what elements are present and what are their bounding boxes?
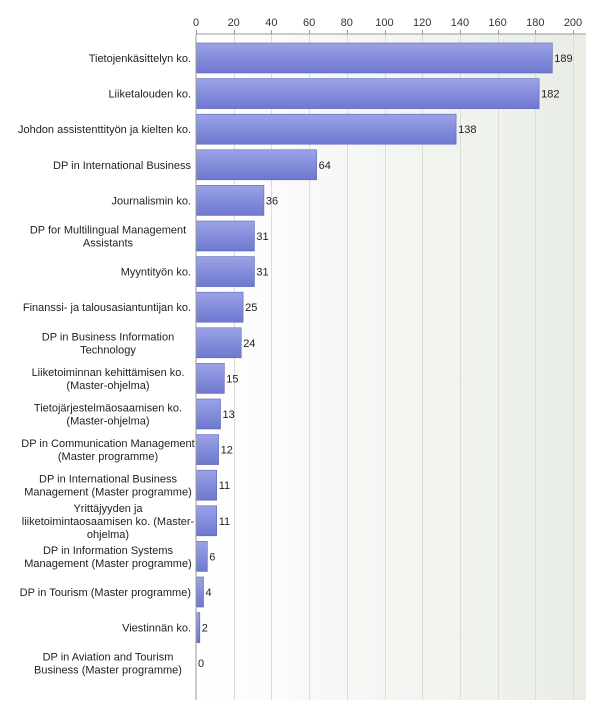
value-label: 182 xyxy=(541,89,559,101)
value-label: 13 xyxy=(223,409,235,421)
value-label: 31 xyxy=(256,267,268,279)
value-label: 31 xyxy=(256,231,268,243)
x-tick-label: 160 xyxy=(488,17,506,29)
value-label: 11 xyxy=(219,516,230,528)
bar xyxy=(195,256,255,287)
category-label: Finanssi- ja talousasiantuntijan ko. xyxy=(23,302,191,314)
bar xyxy=(195,149,317,181)
category-label: Tietojärjestelmäosaamisen ko. (Master-ohj… xyxy=(34,403,182,428)
bar xyxy=(195,541,208,572)
bar xyxy=(195,185,265,216)
category-label: Liiketoiminnan kehittämisen ko. (Master-o… xyxy=(32,367,185,392)
bars xyxy=(195,42,553,643)
x-tick-label: 0 xyxy=(193,17,199,29)
category-label: DP for Multilingual Management Assistants xyxy=(30,225,186,250)
value-label: 15 xyxy=(226,373,238,385)
bar xyxy=(195,505,218,537)
category-label: DP in Communication Management (Master pr… xyxy=(21,438,194,463)
bar xyxy=(195,113,457,145)
x-tick-label: 20 xyxy=(228,17,240,29)
x-tick-label: 200 xyxy=(564,17,582,29)
category-label: DP in Information Systems Management (Mas… xyxy=(24,545,192,570)
grid-lines xyxy=(234,34,574,700)
bar xyxy=(195,469,218,501)
bar xyxy=(195,327,242,359)
x-tick-label: 140 xyxy=(451,17,469,29)
value-label: 4 xyxy=(206,587,212,599)
category-label: Johdon assistenttityön ja kielten ko. xyxy=(18,124,191,136)
bar xyxy=(195,434,219,465)
bar xyxy=(195,42,553,74)
x-tick-label: 180 xyxy=(526,17,544,29)
x-axis-ticks: 0 20 40 60 80 100 120 140 160 180 200 xyxy=(193,17,582,34)
value-label: 0 xyxy=(198,658,204,670)
category-label: Myyntityön ko. xyxy=(121,267,191,279)
value-label: 64 xyxy=(319,160,331,172)
value-label: 189 xyxy=(554,53,572,65)
category-label: DP in International Business Management (… xyxy=(24,474,192,499)
category-label: DP in Business Information Technology xyxy=(42,331,174,356)
bar xyxy=(195,612,201,643)
category-label: Journalismin ko. xyxy=(112,195,191,207)
bar xyxy=(195,78,540,109)
category-label: DP in Aviation and Tourism Business (Mast… xyxy=(34,652,182,677)
x-tick-label: 80 xyxy=(341,17,353,29)
bar xyxy=(195,576,204,608)
bar xyxy=(195,398,221,430)
value-label: 11 xyxy=(219,480,230,492)
category-label: Tietojenkäsittelyn ko. xyxy=(89,53,191,65)
value-label: 6 xyxy=(209,551,215,563)
x-tick-label: 40 xyxy=(265,17,277,29)
plot-area xyxy=(196,34,586,700)
value-label: 12 xyxy=(221,445,233,457)
category-label: DP in International Business xyxy=(53,160,191,172)
value-label: 36 xyxy=(266,195,278,207)
x-tick-label: 60 xyxy=(303,17,315,29)
value-label: 2 xyxy=(202,623,208,635)
x-tick-label: 120 xyxy=(413,17,431,29)
category-label: Yrittäjyyden ja liiketoimintaosaamisen ko… xyxy=(22,503,195,541)
value-label: 138 xyxy=(458,124,476,136)
x-tick-label: 100 xyxy=(375,17,393,29)
bar xyxy=(195,363,225,394)
bar xyxy=(195,291,244,323)
value-label: 24 xyxy=(243,338,255,350)
category-label: Viestinnän ko. xyxy=(122,623,191,635)
category-label: Liiketalouden ko. xyxy=(108,89,191,101)
value-label: 25 xyxy=(245,302,257,314)
category-label: DP in Tourism (Master programme) xyxy=(20,587,191,599)
category-labels: Tietojenkäsittelyn ko. Liiketalouden ko. J… xyxy=(18,53,195,677)
bar xyxy=(195,220,255,252)
